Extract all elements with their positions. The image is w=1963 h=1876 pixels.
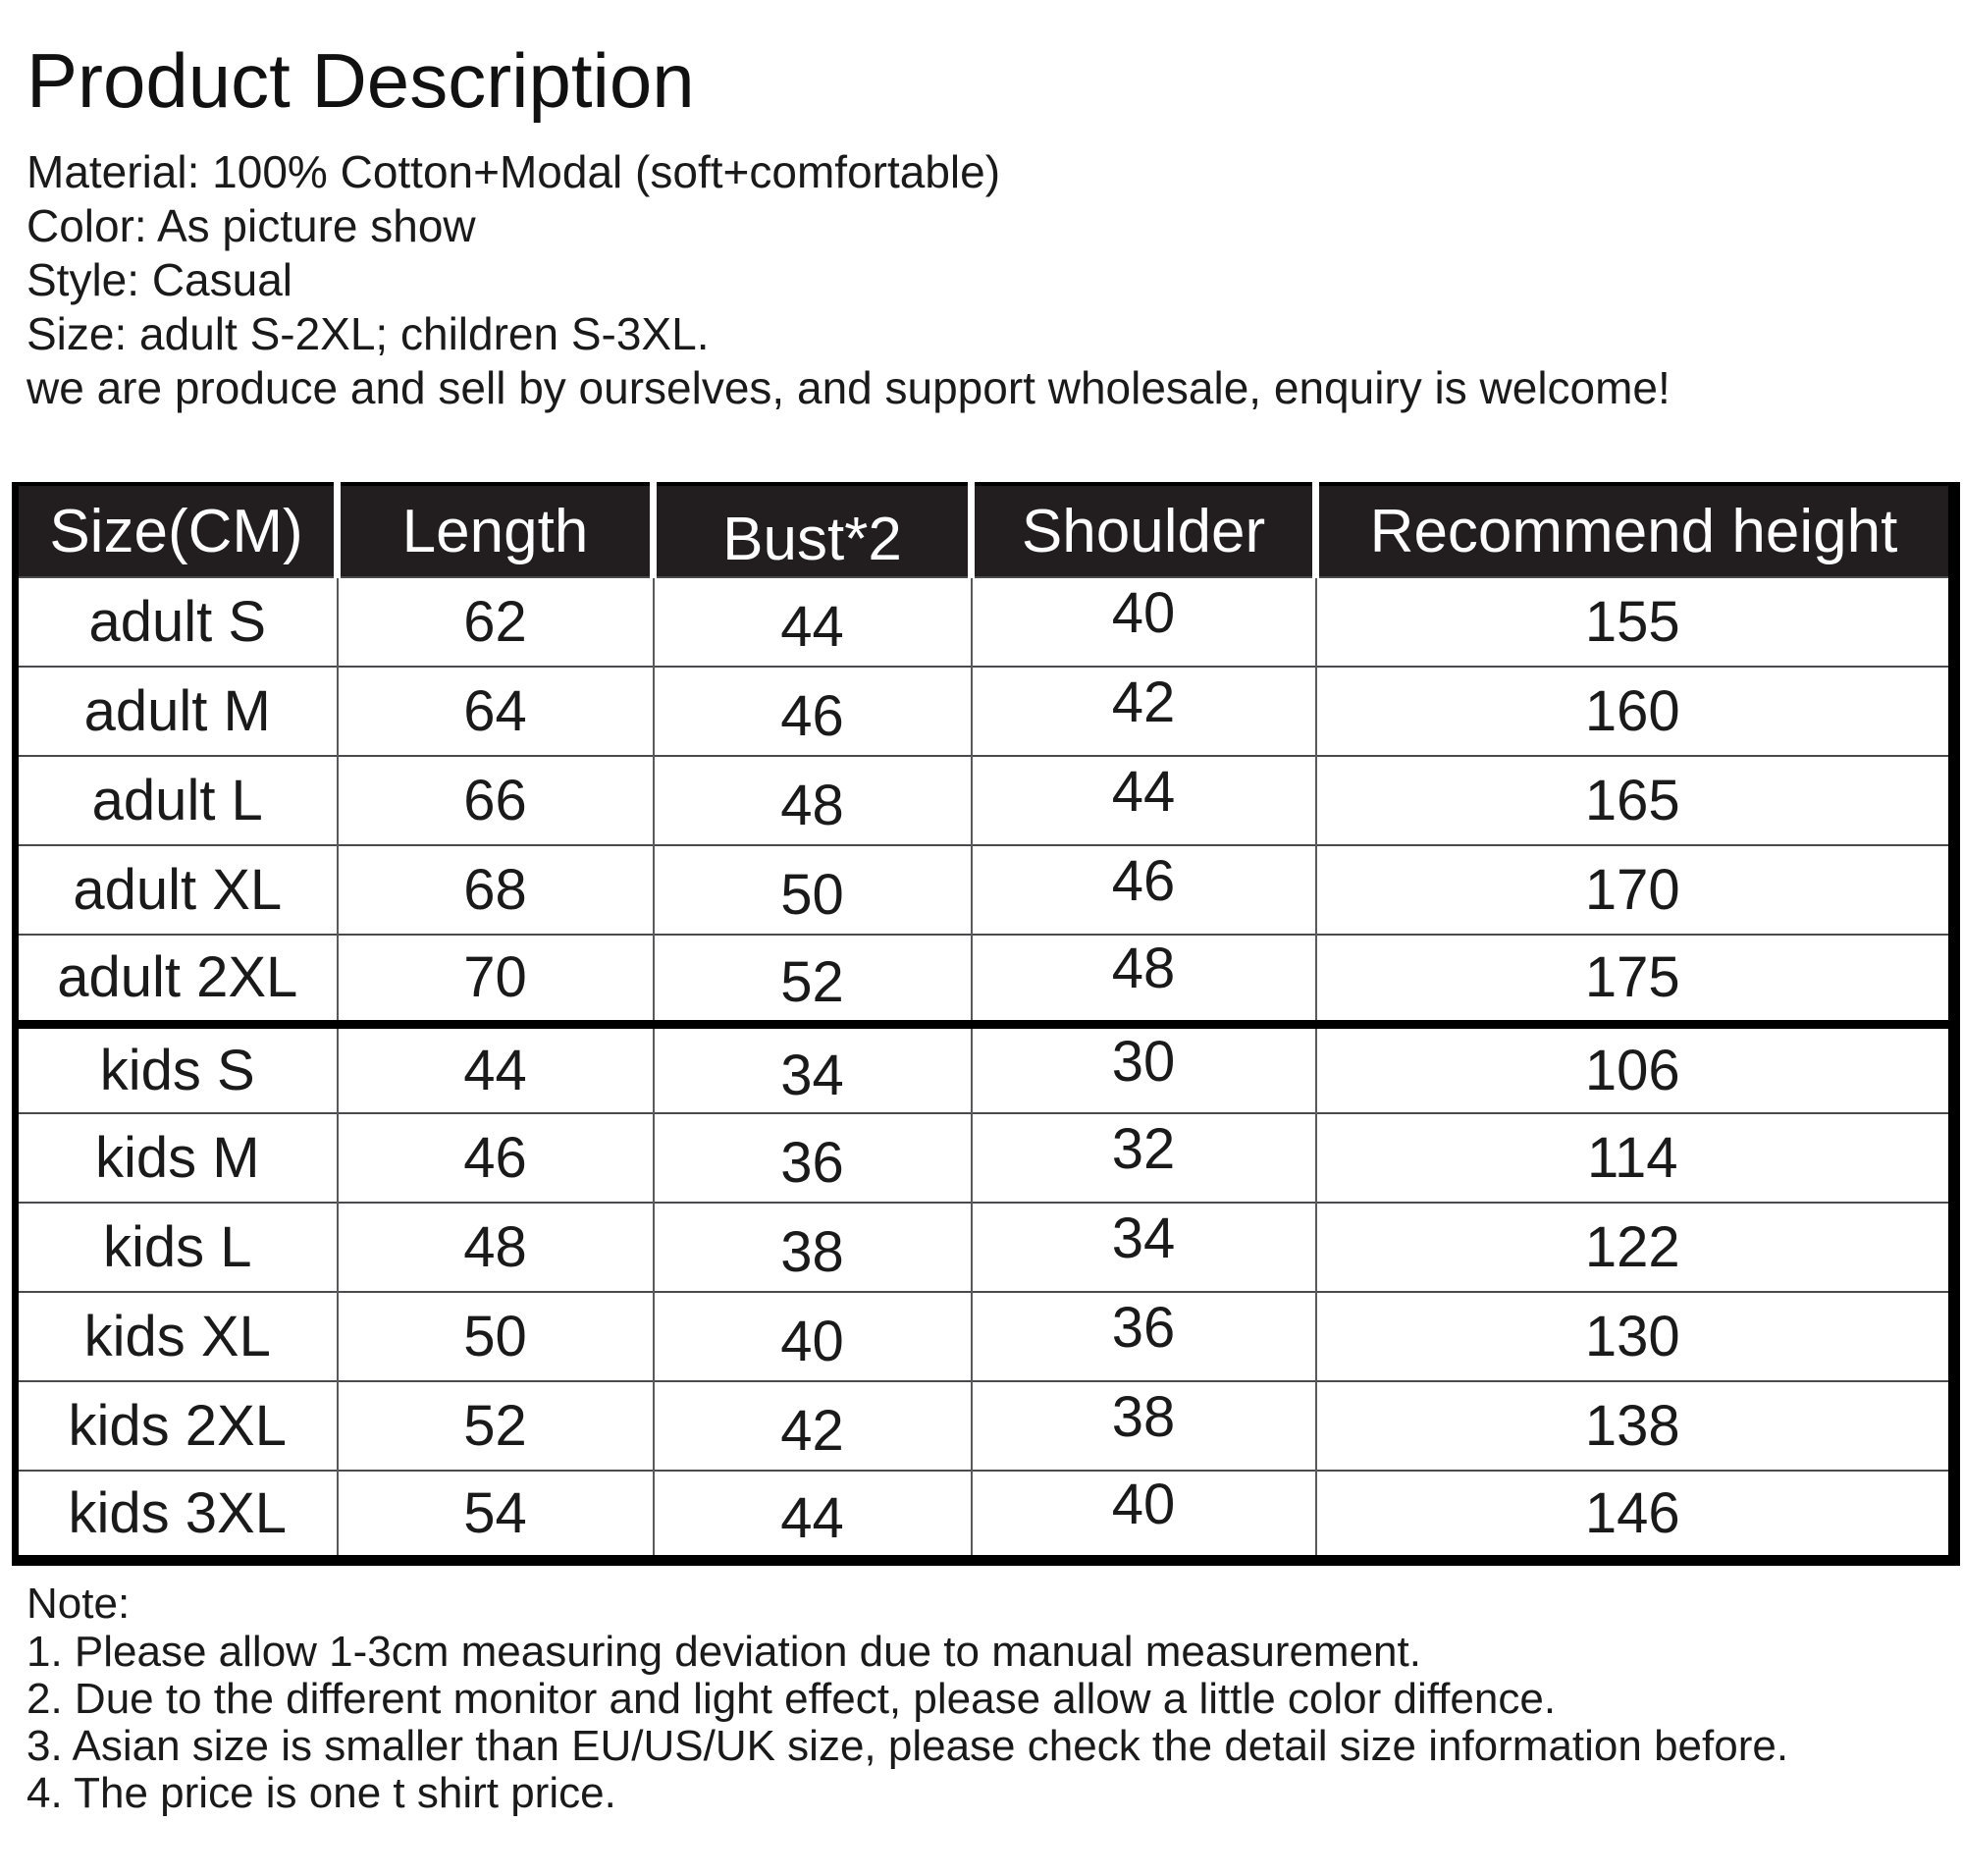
table-row: adult XL 68 50 46 170 xyxy=(15,844,1954,935)
note-heading: Note: xyxy=(27,1580,131,1628)
bust-cell: 50 xyxy=(652,844,972,935)
shoulder-cell: 30 xyxy=(970,1019,1316,1113)
bust-cell: 46 xyxy=(652,666,972,756)
note-line-2: 2. Due to the different monitor and ligh… xyxy=(27,1675,1557,1723)
size-cell: kids 3XL xyxy=(15,1470,338,1561)
table-row: kids XL 50 40 36 130 xyxy=(15,1291,1954,1381)
height-cell: 130 xyxy=(1314,1291,1954,1381)
height-cell: 160 xyxy=(1314,666,1954,756)
height-cell: 106 xyxy=(1314,1019,1954,1113)
length-cell: 52 xyxy=(336,1380,654,1471)
header-cell-bust: Bust*2 xyxy=(650,484,972,577)
length-cell: 54 xyxy=(336,1470,654,1561)
header-cell-shoulder: Shoulder xyxy=(968,484,1316,577)
table-header-row: Size(CM) Length Bust*2 Shoulder Recommen… xyxy=(15,484,1954,577)
length-cell: 64 xyxy=(336,666,654,756)
shoulder-cell: 40 xyxy=(970,1470,1316,1561)
table-row: kids 2XL 52 42 38 138 xyxy=(15,1380,1954,1471)
shoulder-cell: 46 xyxy=(970,844,1316,935)
shoulder-cell: 44 xyxy=(970,755,1316,845)
bust-cell: 40 xyxy=(652,1291,972,1381)
table-row: adult S 62 44 40 155 xyxy=(15,576,1954,667)
size-cell: adult 2XL xyxy=(15,934,338,1024)
table-row: kids L 48 38 34 122 xyxy=(15,1202,1954,1292)
length-cell: 70 xyxy=(336,934,654,1024)
shoulder-cell: 36 xyxy=(970,1291,1316,1381)
note-line-4: 4. The price is one t shirt price. xyxy=(27,1769,616,1817)
height-cell: 122 xyxy=(1314,1202,1954,1292)
bust-cell: 44 xyxy=(652,1470,972,1561)
bust-cell: 48 xyxy=(652,755,972,845)
table-row: adult L 66 48 44 165 xyxy=(15,755,1954,845)
table-row: kids S 44 34 30 106 xyxy=(15,1019,1954,1113)
size-cell: kids M xyxy=(15,1112,338,1203)
size-chart-table: Size(CM) Length Bust*2 Shoulder Recommen… xyxy=(12,482,1960,1566)
header-cell-recommend-height: Recommend height xyxy=(1312,484,1954,577)
height-cell: 175 xyxy=(1314,934,1954,1024)
bust-cell: 52 xyxy=(652,934,972,1024)
length-cell: 44 xyxy=(336,1019,654,1113)
table-row: adult 2XL 70 52 48 175 xyxy=(15,934,1954,1024)
bust-cell: 36 xyxy=(652,1112,972,1203)
height-cell: 114 xyxy=(1314,1112,1954,1203)
size-range-line: Size: adult S-2XL; children S-3XL. xyxy=(27,308,710,359)
size-cell: kids 2XL xyxy=(15,1380,338,1471)
wholesale-line: we are produce and sell by ourselves, an… xyxy=(27,362,1671,413)
shoulder-cell: 32 xyxy=(970,1112,1316,1203)
table-row: kids 3XL 54 44 40 146 xyxy=(15,1470,1954,1561)
length-cell: 48 xyxy=(336,1202,654,1292)
height-cell: 165 xyxy=(1314,755,1954,845)
table-row: kids M 46 36 32 114 xyxy=(15,1112,1954,1203)
material-line: Material: 100% Cotton+Modal (soft+comfor… xyxy=(27,146,1001,197)
note-line-3: 3. Asian size is smaller than EU/US/UK s… xyxy=(27,1722,1789,1770)
length-cell: 68 xyxy=(336,844,654,935)
note-line-1: 1. Please allow 1-3cm measuring deviatio… xyxy=(27,1628,1421,1676)
bust-cell: 44 xyxy=(652,576,972,667)
color-line: Color: As picture show xyxy=(27,200,476,251)
size-cell: adult L xyxy=(15,755,338,845)
size-cell: kids XL xyxy=(15,1291,338,1381)
header-cell-size: Size(CM) xyxy=(15,484,338,577)
product-attributes: Material: 100% Cotton+Modal (soft+comfor… xyxy=(27,145,1963,415)
bust-cell: 34 xyxy=(652,1019,972,1113)
size-cell: adult M xyxy=(15,666,338,756)
bust-cell: 42 xyxy=(652,1380,972,1471)
shoulder-cell: 42 xyxy=(970,666,1316,756)
shoulder-cell: 34 xyxy=(970,1202,1316,1292)
page-title: Product Description xyxy=(27,37,695,124)
bust-cell: 38 xyxy=(652,1202,972,1292)
size-cell: kids S xyxy=(15,1019,338,1113)
shoulder-cell: 48 xyxy=(970,934,1316,1024)
length-cell: 66 xyxy=(336,755,654,845)
table-row: adult M 64 46 42 160 xyxy=(15,666,1954,756)
size-cell: kids L xyxy=(15,1202,338,1292)
height-cell: 146 xyxy=(1314,1470,1954,1561)
height-cell: 155 xyxy=(1314,576,1954,667)
length-cell: 62 xyxy=(336,576,654,667)
style-line: Style: Casual xyxy=(27,254,293,305)
size-cell: adult XL xyxy=(15,844,338,935)
header-cell-length: Length xyxy=(334,484,654,577)
length-cell: 50 xyxy=(336,1291,654,1381)
height-cell: 170 xyxy=(1314,844,1954,935)
height-cell: 138 xyxy=(1314,1380,1954,1471)
size-cell: adult S xyxy=(15,576,338,667)
length-cell: 46 xyxy=(336,1112,654,1203)
shoulder-cell: 38 xyxy=(970,1380,1316,1471)
notes-section: Note: 1. Please allow 1-3cm measuring de… xyxy=(27,1580,1963,1817)
shoulder-cell: 40 xyxy=(970,576,1316,667)
